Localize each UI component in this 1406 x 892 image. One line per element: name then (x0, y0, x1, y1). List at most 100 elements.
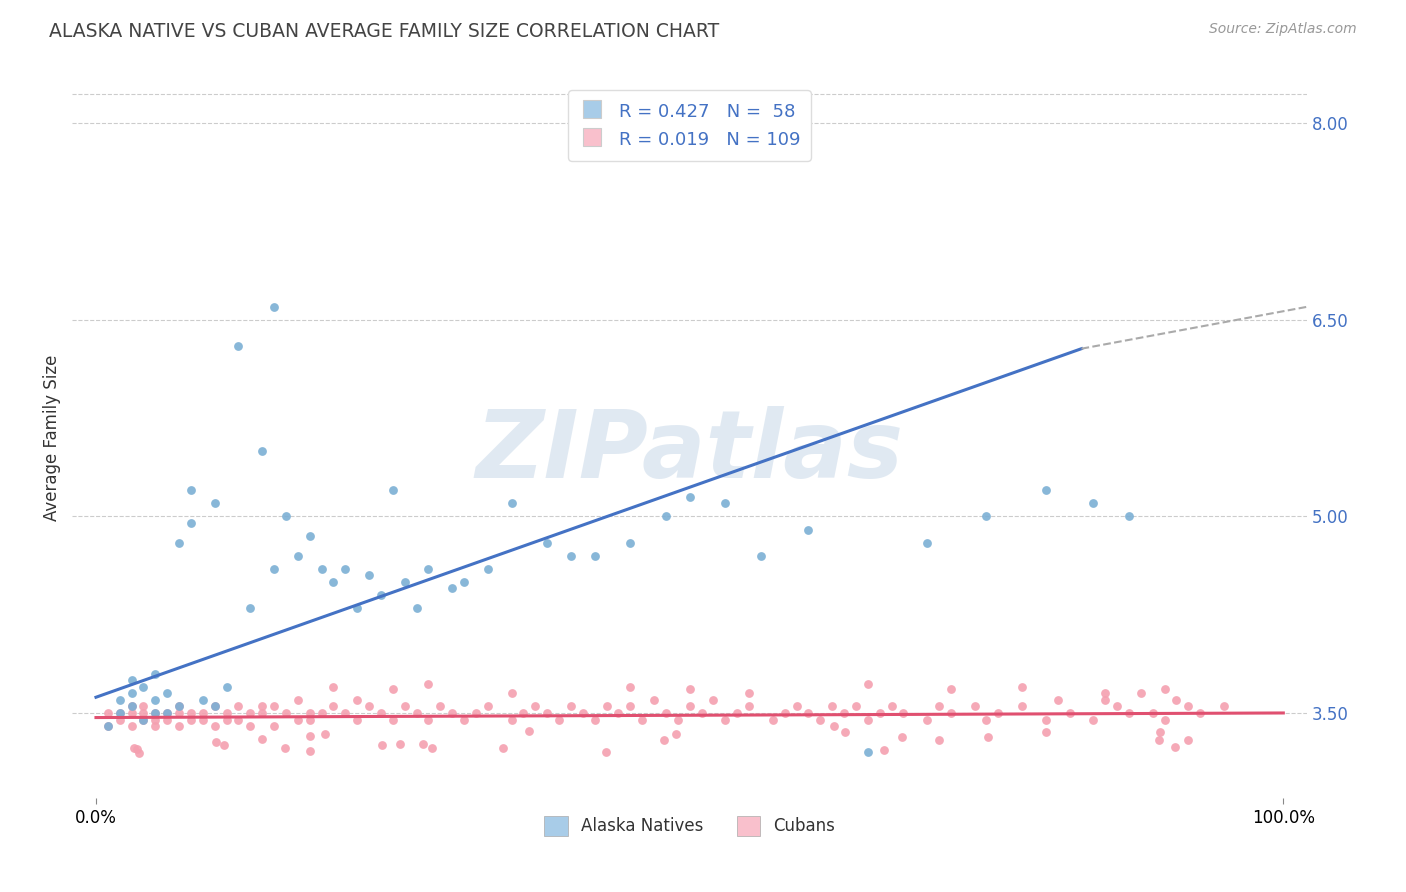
Point (298, 713, 321, 727)
Point (977, 730, 1000, 744)
Point (167, 699, 190, 714)
Point (1129, 686, 1152, 700)
Point (381, 713, 404, 727)
Point (394, 699, 416, 714)
Point (298, 529, 321, 543)
Point (1059, 706, 1081, 720)
Legend: Alaska Natives, Cubans: Alaska Natives, Cubans (536, 808, 844, 844)
Point (381, 483, 404, 498)
Point (143, 693, 166, 707)
Point (212, 738, 235, 752)
Point (180, 483, 202, 498)
Point (702, 693, 724, 707)
Point (121, 673, 143, 688)
Point (536, 535, 558, 549)
Point (125, 742, 148, 756)
Point (132, 699, 155, 714)
Point (536, 706, 558, 720)
Point (97, 719, 120, 733)
Point (1011, 680, 1033, 694)
Point (132, 706, 155, 720)
Point (1166, 693, 1188, 707)
Point (786, 699, 808, 714)
Point (501, 496, 523, 510)
Point (143, 706, 166, 720)
Point (132, 680, 155, 694)
Point (121, 706, 143, 720)
Point (394, 574, 416, 589)
Point (517, 723, 540, 738)
Point (167, 719, 190, 733)
Point (418, 713, 440, 727)
Point (156, 706, 179, 720)
Point (274, 706, 297, 720)
Point (381, 682, 404, 697)
Point (311, 562, 333, 576)
Point (655, 509, 678, 524)
Point (250, 731, 273, 746)
Point (263, 719, 285, 733)
Point (418, 562, 440, 576)
Point (619, 680, 641, 694)
Point (987, 706, 1010, 720)
Point (156, 706, 179, 720)
Point (762, 713, 785, 727)
Point (834, 725, 856, 739)
Point (250, 706, 273, 720)
Point (583, 713, 606, 727)
Point (548, 713, 571, 727)
Point (322, 680, 344, 694)
Point (1011, 699, 1033, 714)
Text: Source: ZipAtlas.com: Source: ZipAtlas.com (1209, 22, 1357, 37)
Point (1046, 693, 1069, 707)
Point (204, 699, 226, 714)
Point (607, 706, 630, 720)
Point (976, 509, 998, 524)
Point (915, 713, 938, 727)
Point (856, 677, 879, 691)
Point (666, 713, 689, 727)
Point (1118, 706, 1140, 720)
Point (1153, 713, 1175, 727)
Point (167, 706, 190, 720)
Point (121, 719, 143, 733)
Point (869, 706, 891, 720)
Point (263, 699, 285, 714)
Point (370, 706, 392, 720)
Point (108, 706, 131, 720)
Point (121, 699, 143, 714)
Point (121, 686, 143, 700)
Point (418, 677, 440, 691)
Point (167, 535, 190, 549)
Point (679, 682, 702, 697)
Point (891, 730, 914, 744)
Point (873, 742, 896, 756)
Point (263, 562, 285, 576)
Point (572, 706, 595, 720)
Point (370, 588, 392, 602)
Point (314, 726, 336, 740)
Point (143, 706, 166, 720)
Point (501, 713, 523, 727)
Point (335, 706, 357, 720)
Point (287, 693, 309, 707)
Point (346, 693, 368, 707)
Point (690, 706, 713, 720)
Point (524, 699, 547, 714)
Point (322, 574, 344, 589)
Point (679, 699, 702, 714)
Point (180, 713, 202, 727)
Point (477, 562, 499, 576)
Point (939, 682, 962, 697)
Point (643, 693, 665, 707)
Point (1094, 693, 1116, 707)
Point (679, 490, 702, 504)
Point (167, 699, 190, 714)
Point (180, 516, 202, 530)
Point (560, 549, 582, 563)
Point (357, 568, 380, 582)
Point (191, 706, 214, 720)
Point (239, 706, 262, 720)
Point (274, 509, 297, 524)
Point (939, 706, 962, 720)
